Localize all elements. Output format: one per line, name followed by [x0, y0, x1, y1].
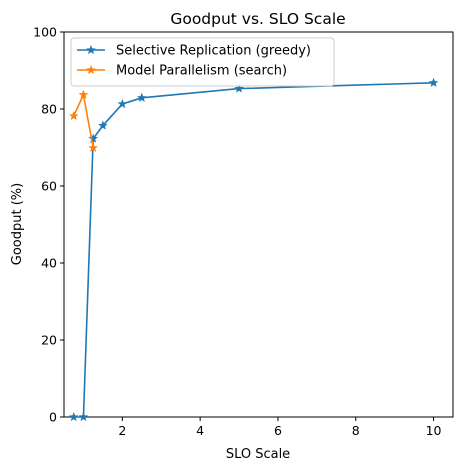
data-point: [78, 89, 89, 99]
y-tick-label: 60: [41, 179, 57, 194]
series-2: [68, 89, 98, 152]
data-point: [78, 411, 89, 422]
y-axis-label: Goodput (%): [10, 183, 25, 265]
series-1: [68, 77, 439, 422]
x-axis-label: SLO Scale: [226, 447, 290, 462]
plot-frame: [63, 31, 454, 418]
data-point: [234, 83, 244, 93]
data-point: [68, 411, 79, 422]
y-tick-label: 40: [41, 256, 57, 271]
data-point: [117, 98, 128, 109]
legend-marker: [86, 44, 96, 55]
x-tick-label: 6: [274, 423, 282, 438]
legend-item: Selective Replication (greedy): [77, 44, 311, 59]
data-point: [428, 77, 439, 87]
data-point: [98, 120, 108, 130]
chart-title: Goodput vs. SLO Scale: [170, 10, 345, 28]
x-tick-label: 10: [426, 423, 442, 438]
legend-label: Selective Replication (greedy): [116, 44, 311, 59]
y-tick-label: 80: [41, 102, 57, 117]
legend-marker: [86, 64, 96, 75]
x-tick-label: 2: [118, 423, 126, 438]
y-axis: 0 20 40 60 80 100: [33, 25, 64, 425]
data-point: [68, 110, 79, 121]
y-tick-label: 100: [33, 25, 57, 40]
legend-box: [70, 37, 335, 87]
x-tick-label: 4: [196, 423, 204, 438]
x-axis: 2 4 6 8 10: [118, 417, 442, 438]
data-point: [88, 142, 98, 152]
data-point: [88, 133, 98, 143]
y-tick-label: 0: [49, 410, 57, 425]
legend-item: Model Parallelism (search): [77, 64, 287, 79]
y-tick-label: 20: [41, 333, 57, 348]
legend: Selective Replication (greedy) Model Para…: [70, 37, 335, 87]
legend-label: Model Parallelism (search): [116, 64, 287, 79]
data-point: [136, 92, 147, 102]
x-tick-label: 8: [352, 423, 360, 438]
series-layer: [68, 77, 439, 422]
series-line: [73, 82, 434, 418]
series-line: [72, 92, 94, 149]
